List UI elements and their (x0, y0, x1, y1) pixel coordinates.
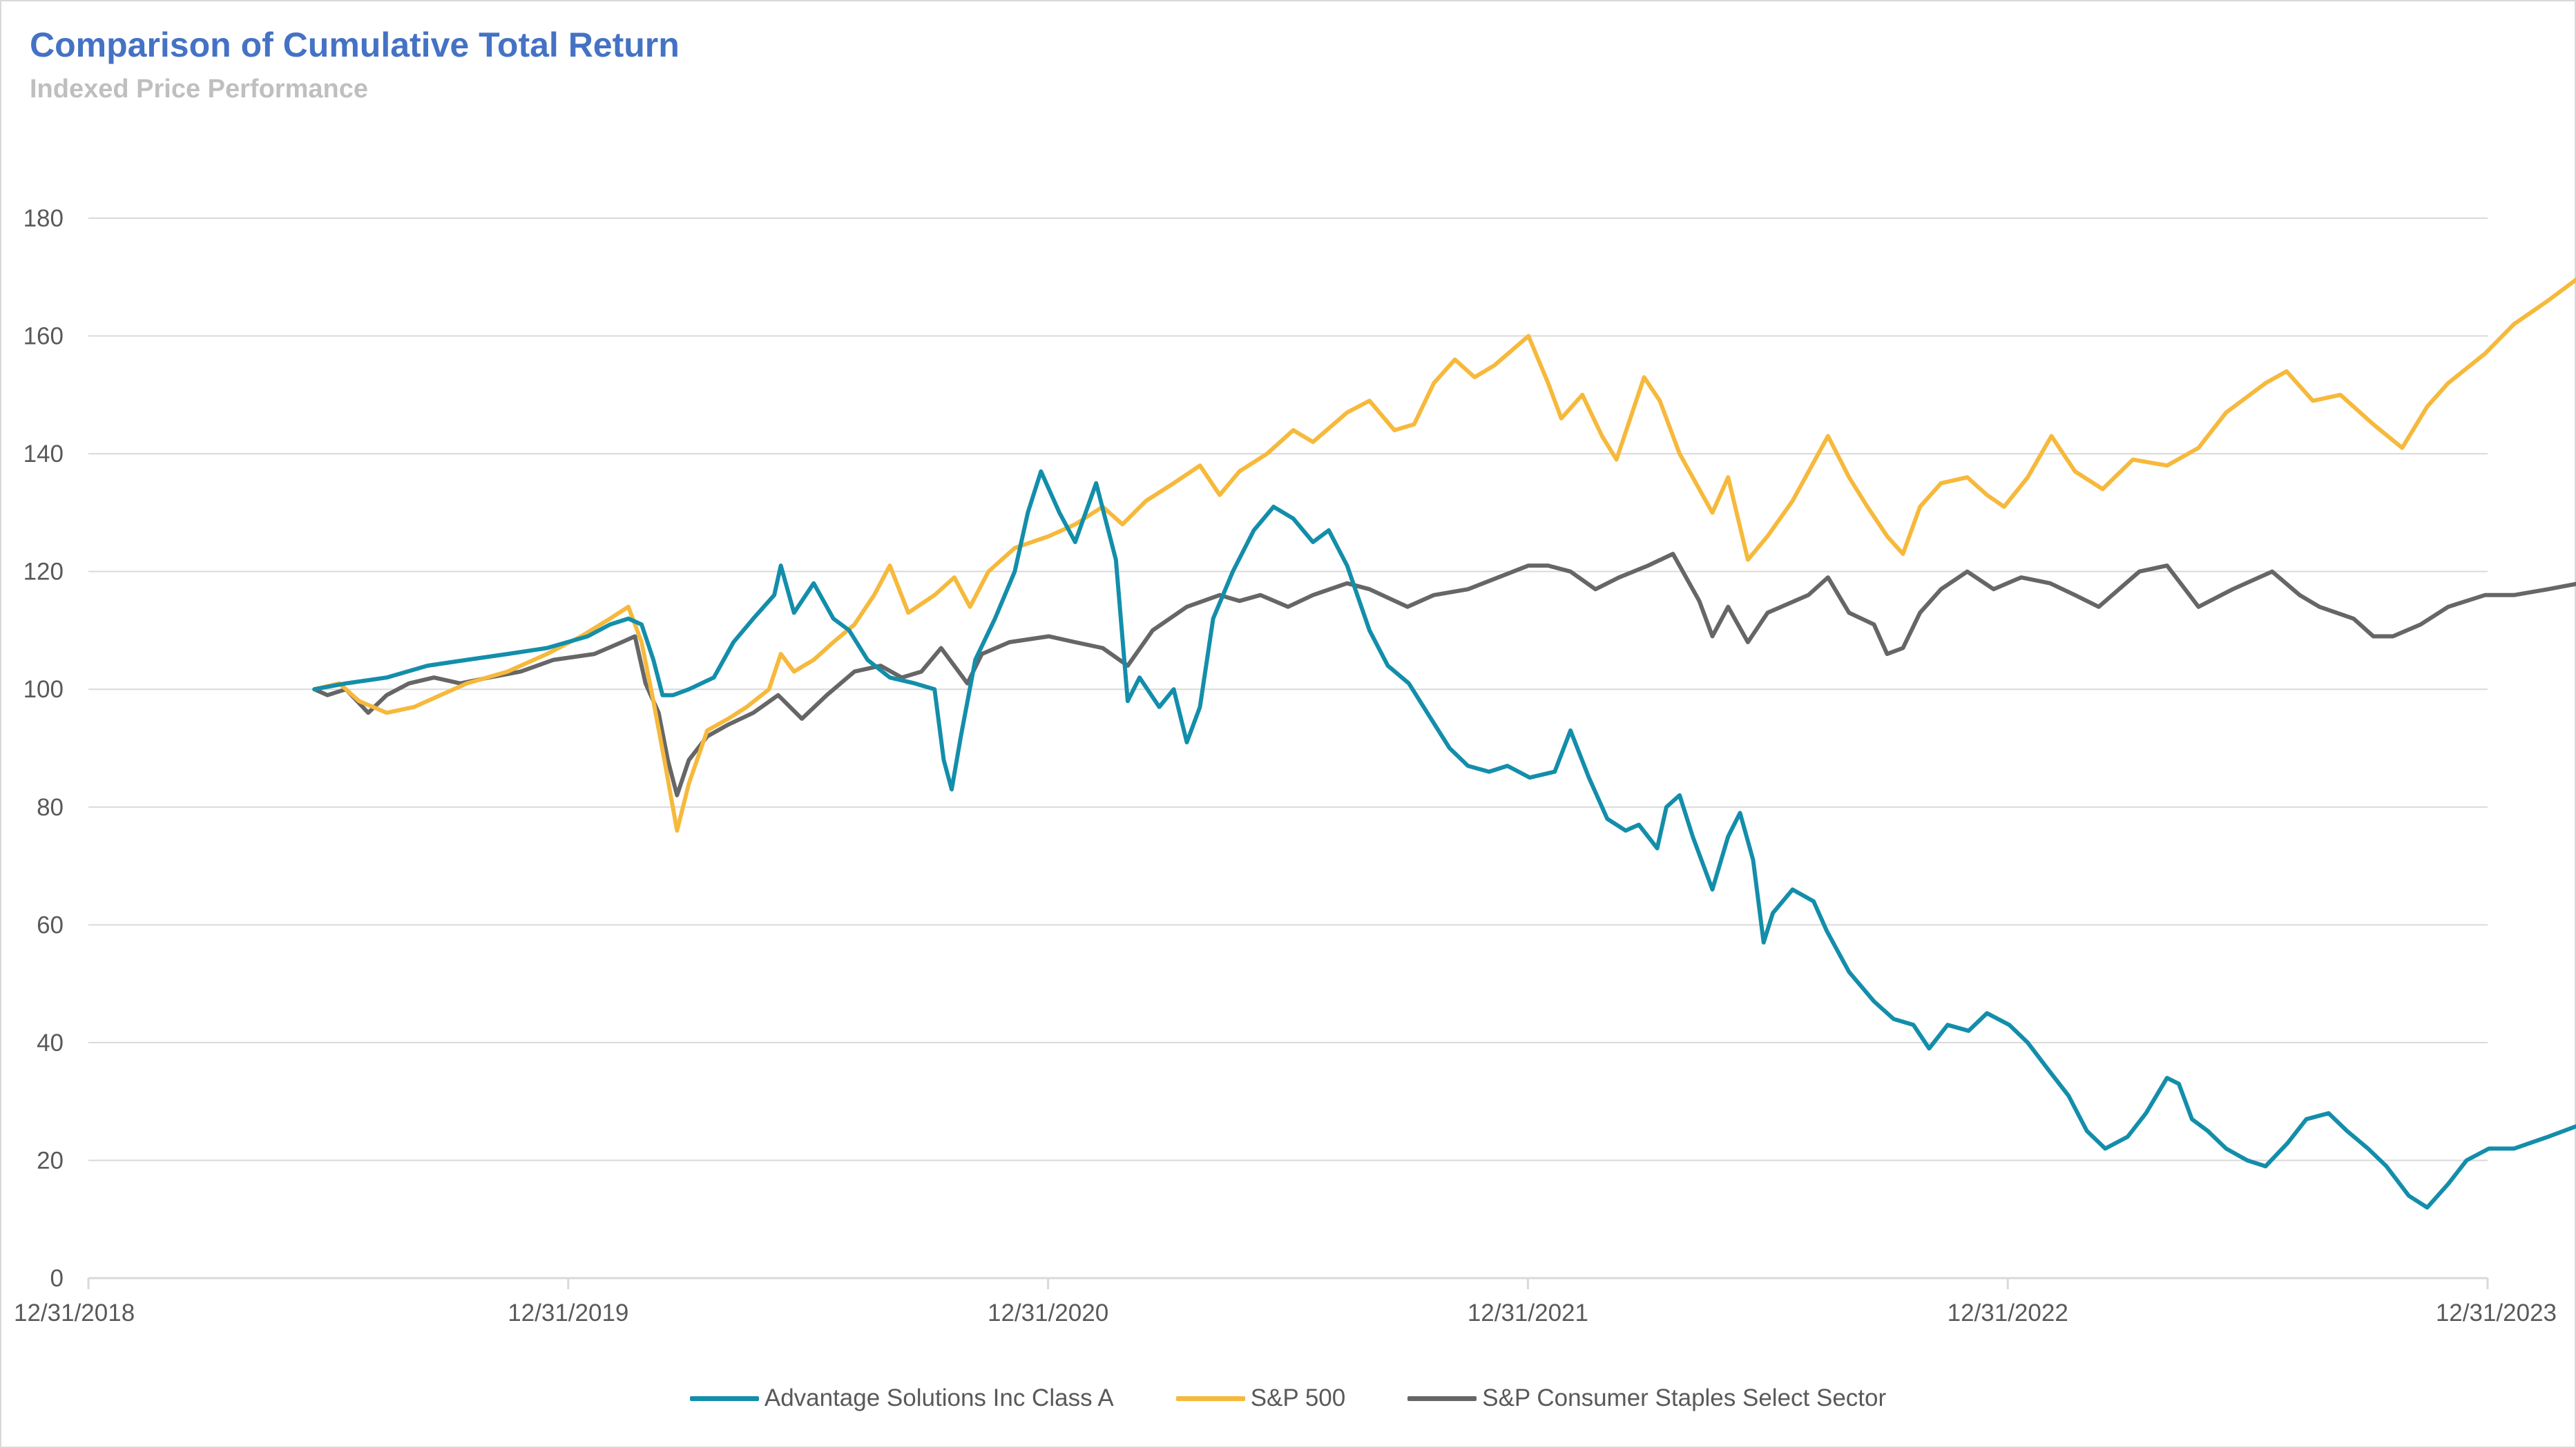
series-line-1 (312, 277, 2576, 833)
axes: 0 20 40 60 80 100 120 140 160 180 12/31/2018 12/31/… (14, 205, 2557, 1326)
legend-item-sp500[interactable]: S&P 500 (1175, 1384, 1346, 1412)
x-tick-label: 12/31/2018 (14, 1300, 135, 1326)
y-tick-label: 120 (23, 559, 64, 586)
legend-label-advantage: Advantage Solutions Inc Class A (764, 1384, 1114, 1411)
y-tick-label: 40 (37, 1030, 64, 1056)
legend-swatch-advantage (689, 1396, 759, 1401)
y-tick-label: 180 (23, 205, 64, 232)
legend-swatch-consumer-staples (1407, 1396, 1477, 1401)
chart-title: Comparison of Cumulative Total Return (30, 26, 680, 64)
legend-label-sp500: S&P 500 (1250, 1384, 1346, 1411)
series-lines (312, 277, 2576, 1210)
x-tick-label: 12/31/2020 (988, 1300, 1108, 1326)
x-tick-label: 12/31/2019 (508, 1300, 628, 1326)
x-tick-label: 12/31/2022 (1948, 1300, 2068, 1326)
chart-subtitle: Indexed Price Performance (30, 75, 368, 104)
x-tick-label: 12/31/2021 (1468, 1300, 1588, 1326)
y-tick-label: 160 (23, 323, 64, 350)
gridlines (88, 218, 2488, 1279)
y-tick-label: 140 (23, 441, 64, 467)
y-tick-label: 20 (37, 1147, 64, 1174)
y-tick-label: 80 (37, 794, 64, 821)
legend: Advantage Solutions Inc Class A S&P 500 … (0, 1384, 2576, 1412)
y-tick-label: 100 (23, 676, 64, 703)
y-tick-label: 60 (37, 911, 64, 938)
series-line-2 (312, 552, 2576, 798)
legend-item-advantage[interactable]: Advantage Solutions Inc Class A (689, 1384, 1114, 1412)
legend-item-consumer-staples[interactable]: S&P Consumer Staples Select Sector (1407, 1384, 1886, 1412)
series-line-0 (312, 469, 2576, 1210)
x-tick-label: 12/31/2023 (2436, 1300, 2557, 1326)
y-tick-label: 0 (50, 1265, 64, 1292)
legend-swatch-sp500 (1175, 1396, 1245, 1401)
legend-label-consumer-staples: S&P Consumer Staples Select Sector (1482, 1384, 1887, 1411)
